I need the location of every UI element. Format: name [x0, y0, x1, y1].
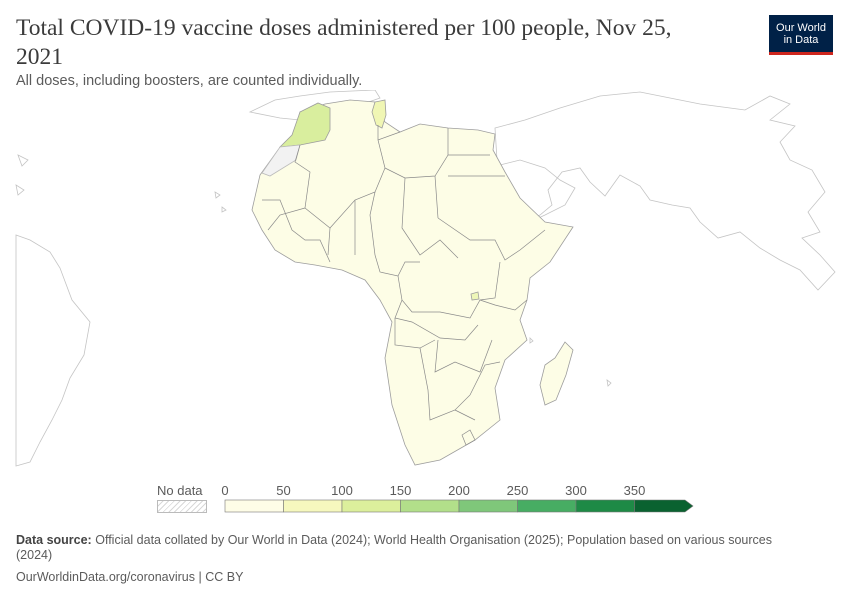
legend-tick-label: 250 — [507, 483, 529, 498]
owid-logo[interactable]: Our World in Data — [769, 15, 833, 55]
legend-tick-label: 100 — [331, 483, 353, 498]
choropleth-map[interactable] — [0, 90, 850, 480]
legend-tick-label: 50 — [276, 483, 290, 498]
country-morocco[interactable] — [278, 102, 331, 148]
country-rwanda[interactable] — [470, 291, 480, 301]
region-mauritius[interactable] — [606, 379, 612, 387]
legend-tick-label: 0 — [221, 483, 228, 498]
legend-bin[interactable] — [400, 499, 460, 513]
legend-tick-label: 150 — [390, 483, 412, 498]
legend: No data 0 50 100 150 200 250 300 350 — [0, 480, 850, 520]
data-source-line: Data source: Official data collated by O… — [16, 533, 806, 563]
logo-line-2: in Data — [783, 33, 819, 46]
africa-countries — [251, 99, 574, 466]
region-caribbean[interactable] — [15, 154, 29, 196]
legend-tick-label: 350 — [624, 483, 646, 498]
region-cape-verde[interactable] — [214, 191, 227, 213]
legend-bin[interactable] — [283, 499, 343, 513]
legend-no-data-swatch[interactable] — [157, 500, 207, 513]
chart-subtitle: All doses, including boosters, are count… — [16, 73, 363, 89]
legend-bin[interactable] — [634, 499, 694, 513]
legend-tick-label: 300 — [565, 483, 587, 498]
other-land-outlines — [15, 90, 836, 467]
legend-bin[interactable] — [575, 499, 635, 513]
continent-africa[interactable] — [251, 99, 574, 466]
footer-url[interactable]: OurWorldinData.org/coronavirus | CC BY — [16, 570, 244, 584]
country-madagascar[interactable] — [539, 341, 574, 406]
legend-bin[interactable] — [341, 499, 401, 513]
legend-no-data-label: No data — [157, 483, 203, 498]
country-borders — [262, 125, 546, 446]
region-south-america[interactable] — [15, 234, 91, 467]
data-source-text: Official data collated by Our World in D… — [16, 533, 772, 562]
legend-bin[interactable] — [458, 499, 518, 513]
region-western-sahara-no-data[interactable] — [261, 144, 301, 177]
region-asia[interactable] — [494, 91, 836, 291]
legend-color-scale: 0 50 100 150 200 250 300 350 — [221, 483, 694, 513]
region-comoros[interactable] — [529, 337, 534, 344]
chart-title: Total COVID-19 vaccine doses administere… — [16, 15, 672, 70]
legend-bin[interactable] — [224, 499, 284, 513]
legend-tick-label: 200 — [448, 483, 470, 498]
data-source-label: Data source: — [16, 533, 92, 547]
country-tunisia[interactable] — [371, 99, 387, 129]
logo-line-1: Our World — [776, 21, 826, 34]
legend-bin[interactable] — [517, 499, 577, 513]
